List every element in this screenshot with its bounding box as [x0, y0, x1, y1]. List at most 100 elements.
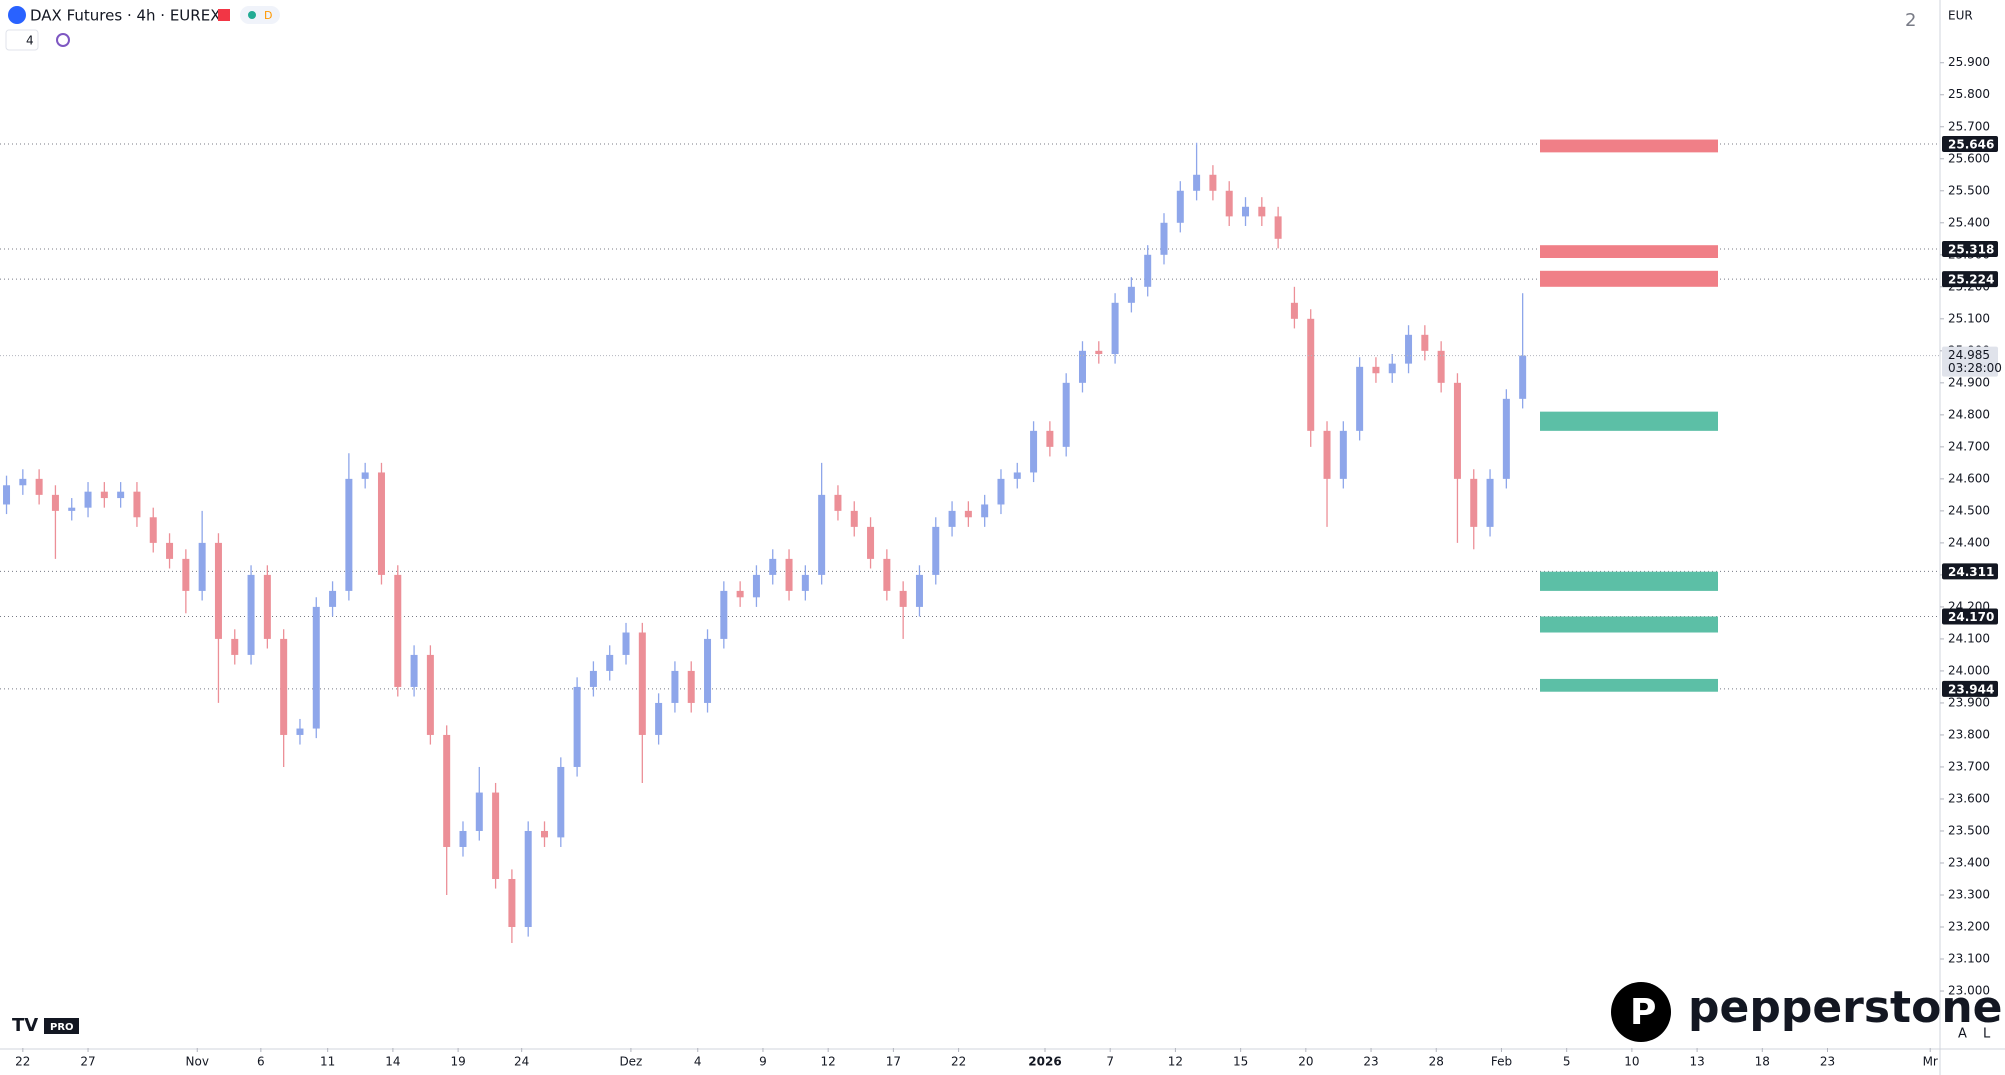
- candle-body: [459, 830, 467, 847]
- candle-body: [296, 728, 304, 735]
- x-tick-label: 28: [1429, 1055, 1444, 1069]
- y-tick-label: 24.500: [1948, 503, 1990, 517]
- x-tick-label: 15: [1233, 1055, 1248, 1069]
- candle-body: [1176, 190, 1184, 223]
- candle-body: [394, 574, 402, 687]
- candle-body: [867, 526, 875, 559]
- candle-body: [426, 654, 434, 735]
- candle-body: [1127, 286, 1135, 303]
- candle-body: [263, 574, 271, 639]
- candle-body: [736, 590, 744, 598]
- candle-body: [1388, 363, 1396, 374]
- x-tick-label: 27: [80, 1055, 95, 1069]
- candle-body: [932, 526, 940, 575]
- y-tick-label: 25.900: [1948, 55, 1990, 69]
- indicator-count: 4: [26, 34, 34, 48]
- y-tick-label: 24.000: [1948, 663, 1990, 677]
- zone: [1540, 571, 1718, 591]
- candle-body: [1274, 216, 1282, 239]
- price-tag: [1942, 136, 1998, 153]
- candle-body: [1144, 254, 1152, 287]
- candle-body: [1453, 382, 1461, 479]
- candle-body: [1405, 334, 1413, 364]
- symbol-title[interactable]: DAX Futures · 4h · EUREX: [30, 7, 220, 25]
- candle-body: [655, 702, 663, 735]
- x-tick-label: 18: [1755, 1055, 1770, 1069]
- price-tag-label: 25.224: [1948, 273, 1994, 287]
- x-tick-label: 19: [450, 1055, 465, 1069]
- y-tick-label: 24.400: [1948, 535, 1990, 549]
- log-scale[interactable]: L: [1983, 1027, 1991, 1042]
- currency[interactable]: EUR: [1948, 9, 1973, 23]
- candle-body: [589, 670, 597, 687]
- price-tag: [1942, 563, 1998, 580]
- y-tick-label: 24.800: [1948, 407, 1990, 421]
- last-price-label: 24.985: [1948, 348, 1990, 362]
- candle-body: [1030, 430, 1038, 473]
- candle-body: [1013, 472, 1021, 479]
- candle-body: [752, 574, 760, 598]
- candle-body: [541, 830, 549, 838]
- x-tick-label: 22: [951, 1055, 966, 1069]
- candle-body: [524, 830, 532, 928]
- candle-body: [3, 485, 11, 505]
- candle-body: [785, 558, 793, 591]
- symbol-icon[interactable]: [8, 6, 26, 24]
- candle-body: [1046, 430, 1054, 447]
- candle-body: [1421, 334, 1429, 351]
- price-tag-label: 23.944: [1948, 682, 1994, 696]
- candle-body: [557, 766, 565, 838]
- candle-body: [948, 510, 956, 527]
- candle-body: [1225, 190, 1233, 217]
- y-tick-label: 24.700: [1948, 439, 1990, 453]
- y-tick-label: 24.100: [1948, 631, 1990, 645]
- zone: [1540, 616, 1718, 633]
- x-tick-label: 22: [15, 1055, 30, 1069]
- candle-body: [997, 478, 1005, 505]
- price-tag-label: 25.318: [1948, 243, 1994, 257]
- candle-body: [214, 542, 222, 639]
- last-price-tag: [1942, 346, 1998, 377]
- y-tick-label: 25.800: [1948, 87, 1990, 101]
- candle-body: [1486, 478, 1494, 527]
- candle-body: [19, 478, 27, 486]
- zone: [1540, 245, 1718, 258]
- price-tag: [1942, 271, 1998, 288]
- candle-body: [312, 606, 320, 729]
- y-tick-label: 23.000: [1948, 984, 1990, 998]
- candle-body: [704, 638, 712, 703]
- candle-body: [198, 542, 206, 591]
- candle-body: [345, 478, 353, 591]
- status-pill: [240, 6, 280, 24]
- x-tick-label: 6: [257, 1055, 265, 1069]
- candle-body: [883, 558, 891, 591]
- y-tick-label: 25.600: [1948, 151, 1990, 165]
- zone: [1540, 270, 1718, 287]
- x-tick-label: 2026: [1028, 1055, 1061, 1069]
- candle-body: [1209, 174, 1217, 191]
- candle-body: [492, 792, 500, 879]
- candle-body: [1160, 222, 1168, 255]
- zone: [1540, 411, 1718, 431]
- candle-body: [1437, 350, 1445, 383]
- candle-body: [410, 654, 418, 687]
- candle-body: [850, 510, 858, 527]
- candle-body: [1095, 350, 1103, 355]
- x-tick-label: 7: [1106, 1055, 1114, 1069]
- candle-body: [361, 472, 369, 479]
- sync-icon[interactable]: [56, 33, 70, 47]
- x-tick-label: 12: [1168, 1055, 1183, 1069]
- indicator-toggle[interactable]: [5, 29, 39, 51]
- auto-scale[interactable]: A: [1958, 1027, 1967, 1042]
- candle-body: [1519, 355, 1527, 399]
- y-tick-label: 24.600: [1948, 471, 1990, 485]
- candle-body: [638, 632, 646, 735]
- candle-body: [1323, 430, 1331, 479]
- candle-body: [606, 654, 614, 671]
- y-tick-label: 23.500: [1948, 823, 1990, 837]
- candle-body: [1502, 398, 1510, 479]
- flag: [218, 9, 230, 21]
- price-tag: [1942, 680, 1998, 697]
- candle-body: [1258, 206, 1266, 217]
